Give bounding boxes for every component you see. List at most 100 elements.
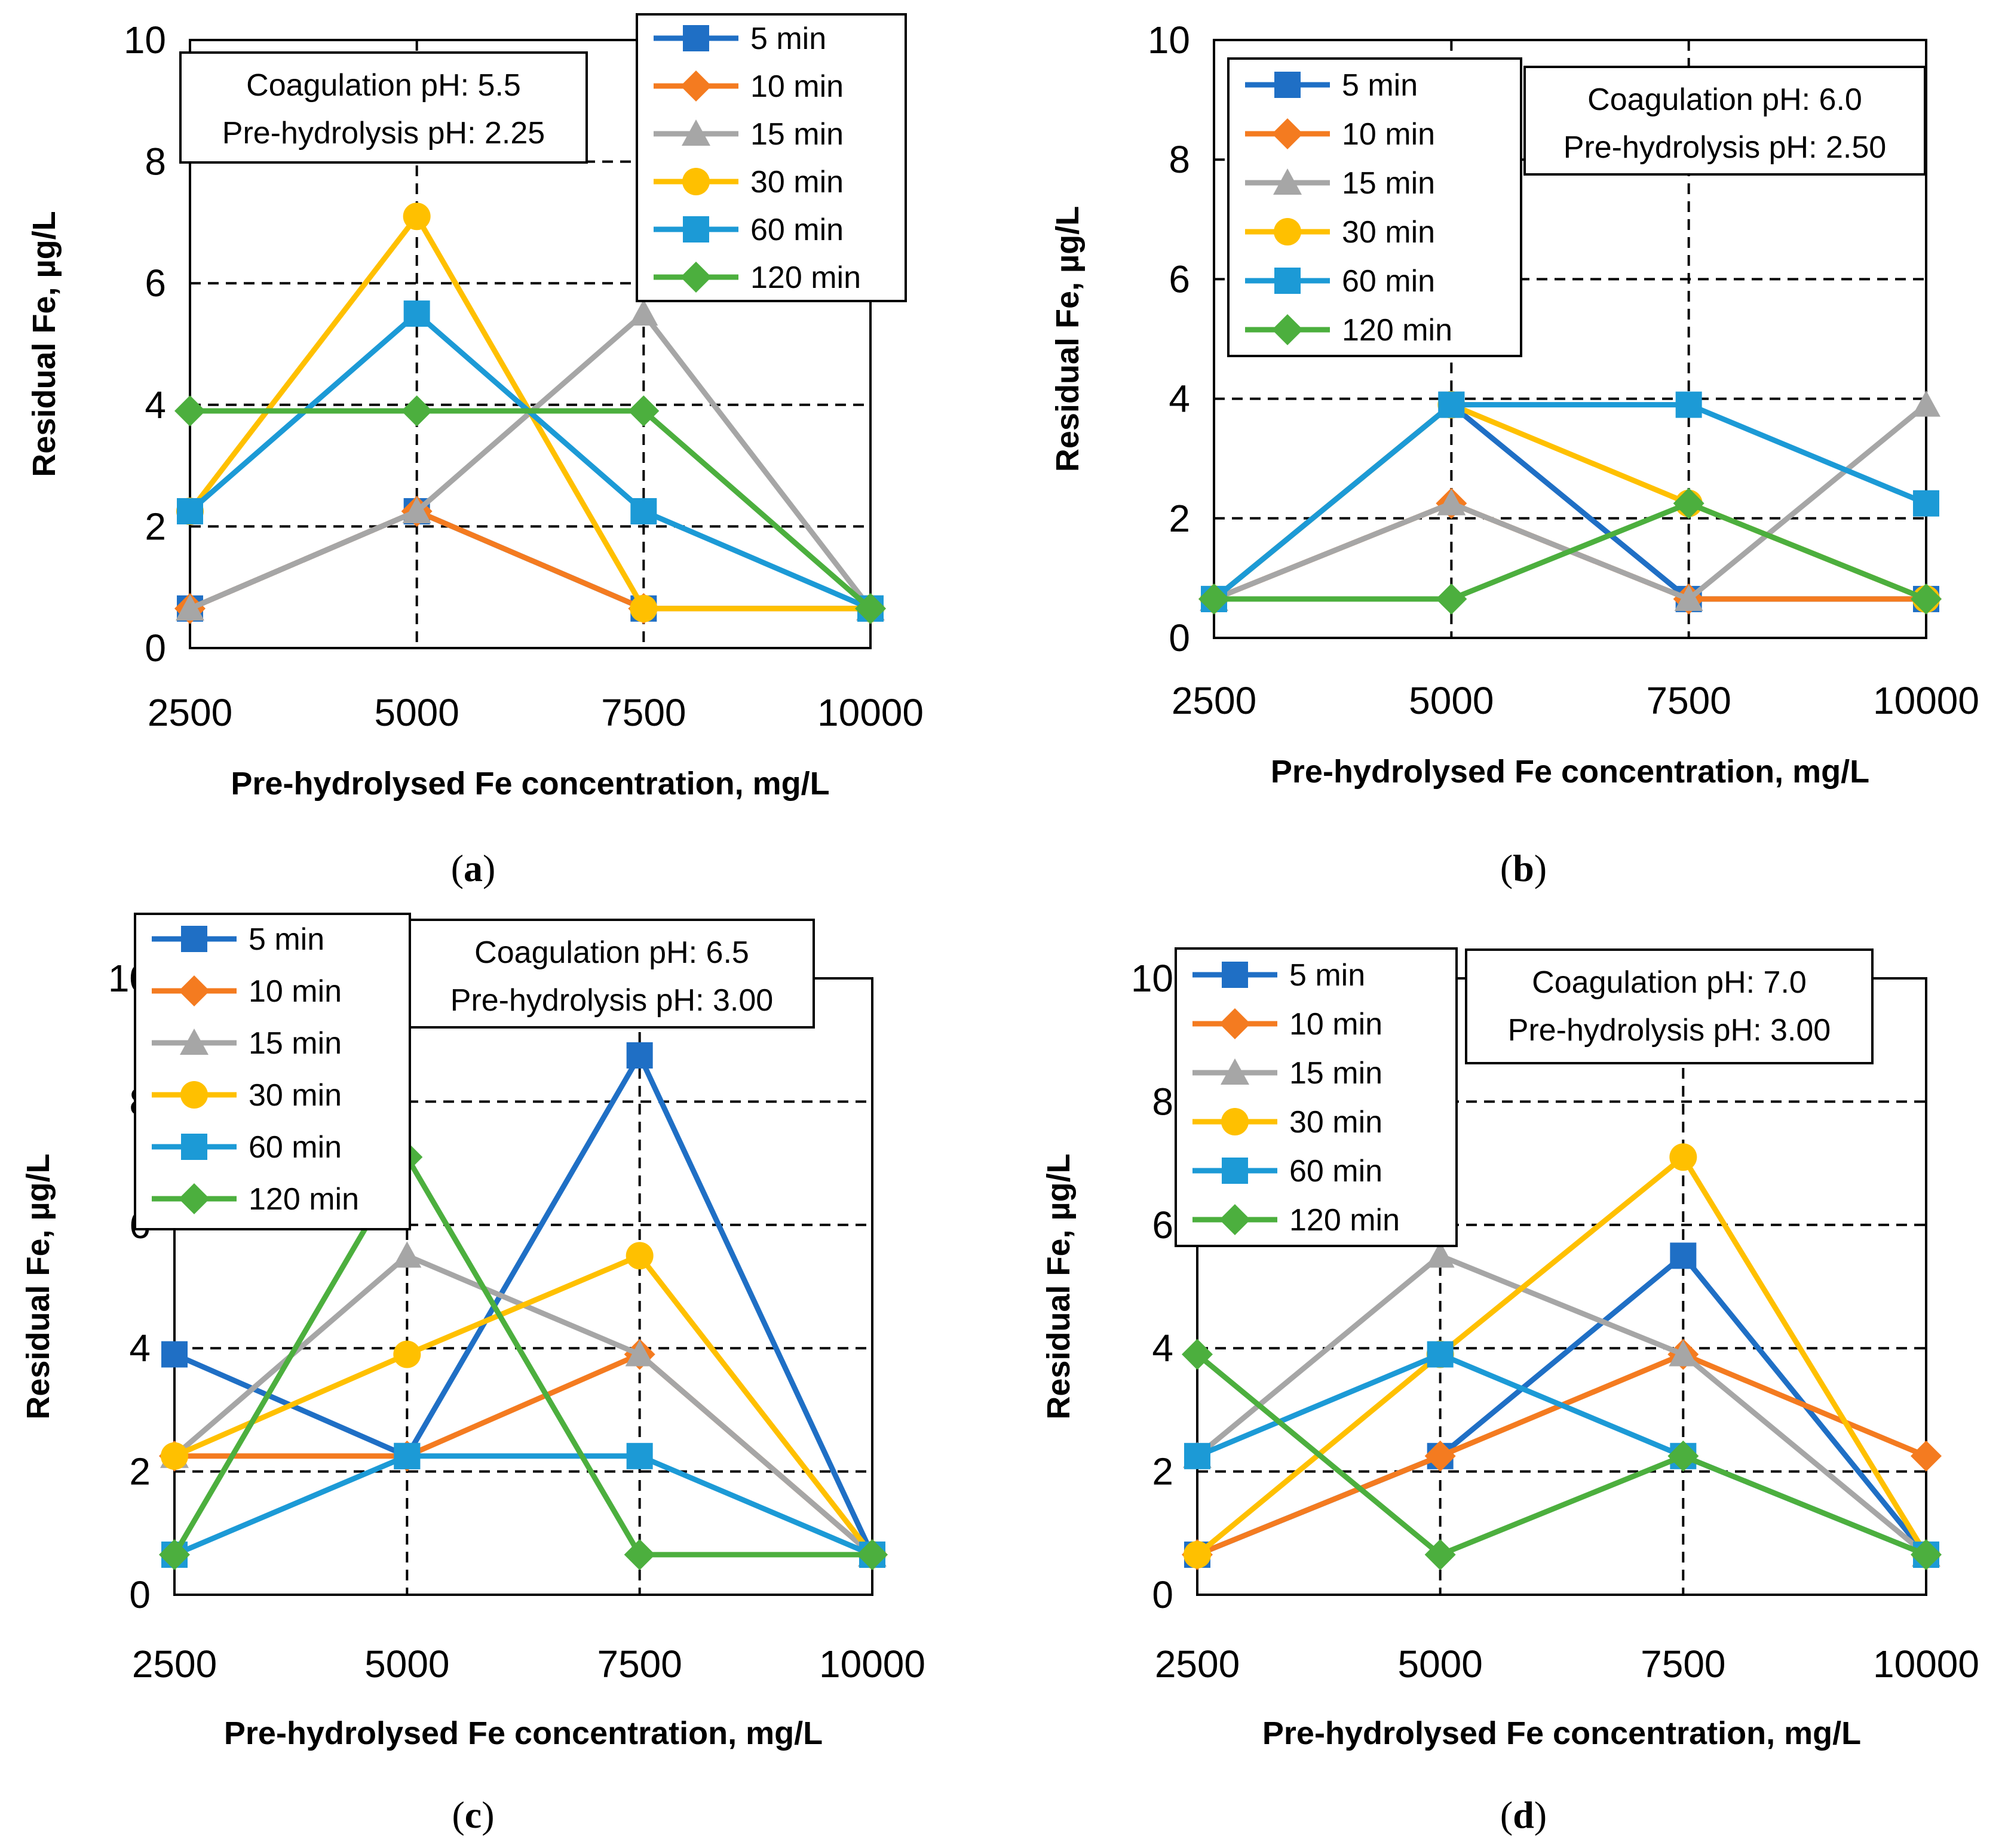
legend-label: 120 min [249, 1182, 359, 1217]
x-axis-title: Pre-hydrolysed Fe concentration, mg/L [1271, 754, 1869, 790]
legend-item: 120 min [1245, 313, 1452, 348]
data-point [1912, 390, 1940, 417]
series-line [1195, 1253, 1928, 1557]
legend-label: 60 min [1342, 264, 1435, 299]
data-point [626, 1242, 654, 1270]
series-120-min [1182, 1339, 1942, 1570]
legend-label: 60 min [1289, 1154, 1382, 1189]
annotation-frame [1465, 948, 1874, 1064]
legend-label: 120 min [1289, 1203, 1400, 1238]
data-point [624, 1539, 655, 1570]
legend-marker [1219, 1008, 1250, 1039]
legend-item: 15 min [152, 1026, 342, 1061]
series-60-min [177, 300, 884, 622]
data-point [630, 498, 657, 524]
annotation-line: Coagulation pH: 6.5 [474, 935, 749, 970]
x-tick-label: 2500 [1172, 679, 1256, 722]
x-tick-label: 7500 [1646, 679, 1731, 722]
data-point [1675, 391, 1702, 418]
data-point [626, 1442, 653, 1469]
legend: 5 min 10 min 15 min 30 min 60 min 120 min [134, 913, 411, 1230]
data-point [1437, 489, 1466, 515]
legend-item: 120 min [152, 1182, 359, 1217]
legend-label: 30 min [1289, 1105, 1382, 1140]
panel-label: (c) [452, 1794, 494, 1836]
legend-label: 60 min [750, 213, 844, 247]
y-tick-label: 4 [129, 1327, 151, 1370]
legend-marker [181, 926, 207, 952]
legend-marker [180, 1029, 209, 1055]
legend-item: 60 min [654, 213, 844, 247]
legend-item: 10 min [1245, 117, 1435, 152]
legend-item: 5 min [654, 22, 826, 56]
data-point [1438, 391, 1465, 418]
series-line [190, 408, 872, 611]
data-point [394, 1442, 421, 1469]
legend-marker [1274, 218, 1301, 245]
legend-item: 30 min [654, 165, 844, 199]
series-15-min [176, 299, 885, 621]
legend-marker [179, 1183, 210, 1214]
legend-frame [1175, 947, 1458, 1247]
y-tick-label: 6 [145, 262, 166, 305]
chart-panel: 0 2 4 6 8 10 2500 5000 7500 10000 Pre-hydrolysed F… [26, 13, 924, 889]
series-line [173, 1453, 873, 1558]
x-tick-label: 7500 [1641, 1643, 1725, 1686]
y-tick-label: 0 [145, 627, 166, 670]
legend-item: 10 min [654, 69, 844, 104]
data-point [159, 1539, 190, 1570]
y-tick-label: 2 [129, 1450, 151, 1493]
x-tick-label: 5000 [1409, 679, 1494, 722]
y-axis-title: Residual Fe, µg/L [1050, 206, 1086, 472]
data-point [1436, 583, 1467, 615]
annotation-box: Coagulation pH: 6.5 Pre-hydrolysis pH: 3.… [409, 919, 815, 1029]
legend-item: 10 min [1192, 1007, 1382, 1042]
series-5-min [1201, 391, 1939, 612]
annotation-frame [1523, 66, 1926, 176]
legend-label: 5 min [1342, 68, 1418, 103]
data-point [1184, 1540, 1211, 1568]
legend-marker [1221, 1058, 1249, 1085]
series-line [1214, 501, 1927, 602]
legend-item: 15 min [1192, 1056, 1382, 1091]
annotation-frame [179, 51, 588, 164]
annotation-line: Coagulation pH: 5.5 [246, 68, 521, 103]
series-60-min [161, 1442, 885, 1568]
annotation-line: Pre-hydrolysis pH: 3.00 [450, 983, 773, 1018]
legend-label: 10 min [750, 69, 844, 104]
x-tick-label: 7500 [597, 1643, 682, 1686]
annotation-box: Coagulation pH: 5.5 Pre-hydrolysis pH: 2.… [179, 51, 588, 164]
x-tick-label: 5000 [1397, 1643, 1482, 1686]
annotation-line: Coagulation pH: 7.0 [1532, 965, 1807, 1000]
legend-item: 15 min [654, 117, 844, 152]
legend-marker [1272, 118, 1303, 149]
legend-label: 10 min [1342, 117, 1435, 152]
data-point [177, 498, 203, 524]
annotation-line: Coagulation pH: 6.0 [1587, 82, 1862, 117]
annotation-box: Coagulation pH: 6.0 Pre-hydrolysis pH: 2.… [1523, 66, 1926, 176]
plot-area-frame [189, 39, 872, 649]
legend-item: 60 min [152, 1130, 342, 1165]
series-120-min [174, 395, 886, 624]
legend-marker [1274, 268, 1301, 294]
data-point [1913, 490, 1939, 517]
data-point [628, 395, 660, 426]
x-tick-label: 7500 [601, 691, 686, 734]
y-tick-label: 4 [1152, 1327, 1173, 1370]
data-point [625, 1340, 654, 1367]
legend-marker [682, 168, 710, 195]
annotation-line: Pre-hydrolysis pH: 2.50 [1563, 130, 1886, 165]
legend-item: 120 min [654, 260, 861, 295]
legend-item: 30 min [1192, 1105, 1382, 1140]
y-tick-label: 8 [1169, 138, 1190, 181]
y-tick-label: 4 [1169, 377, 1190, 420]
series-line [1196, 1352, 1927, 1558]
data-point [402, 496, 431, 523]
y-tick-label: 10 [1131, 957, 1173, 1000]
legend: 5 min 10 min 15 min 30 min 60 min 120 min [1175, 947, 1458, 1247]
data-point [1669, 1340, 1698, 1367]
annotation-box: Coagulation pH: 7.0 Pre-hydrolysis pH: 3.… [1465, 948, 1874, 1064]
series-line [1196, 1352, 1927, 1558]
legend-marker [181, 1134, 207, 1160]
